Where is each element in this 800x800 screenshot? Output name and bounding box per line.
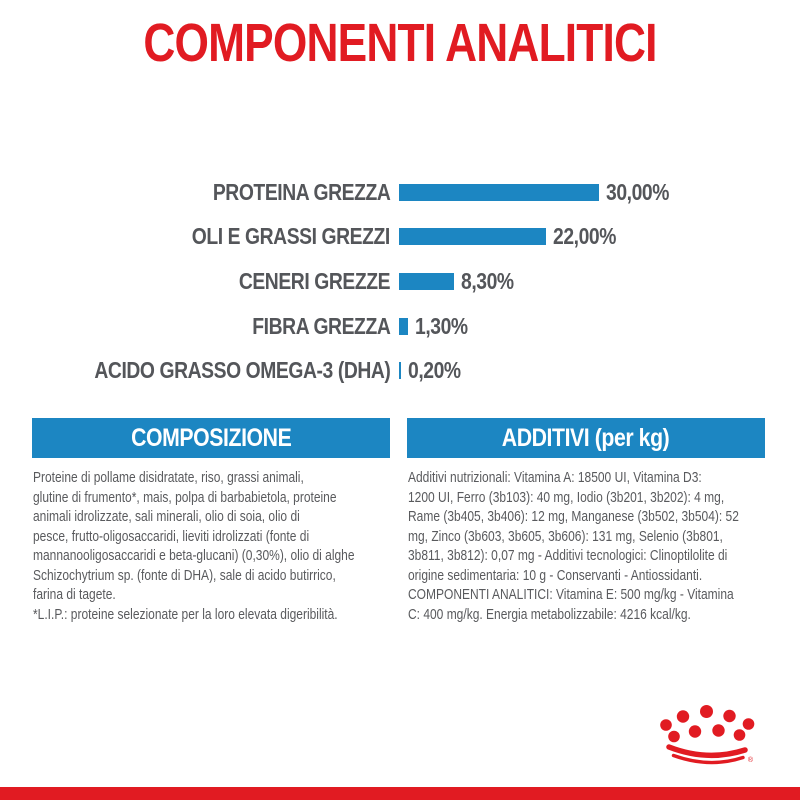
composition-header: COMPOSIZIONE (32, 418, 390, 458)
chart-value-label: 0,20% (408, 357, 461, 384)
additives-column: Additivi nutrizionali: Vitamina A: 18500… (408, 468, 768, 624)
chart-row: FIBRA GREZZA 1,30% (0, 304, 800, 349)
additives-header: ADDITIVI (per kg) (407, 418, 765, 458)
page-title: COMPONENTI ANALITICI (143, 13, 657, 73)
composition-footnote: *L.I.P.: proteine selezionate per la lor… (33, 605, 338, 623)
page-title-wrap: COMPONENTI ANALITICI (0, 14, 800, 72)
chart-value-label: 30,00% (606, 178, 670, 205)
chart-bar (399, 228, 546, 246)
chart-row: OLI E GRASSI GREZZI 22,00% (0, 215, 800, 260)
additives-header-label: ADDITIVI (per kg) (502, 423, 670, 452)
composition-column: Proteine di pollame disidratate, riso, g… (33, 468, 391, 624)
royal-canin-crown-logo-icon: ® (660, 705, 755, 765)
chart-bar (399, 183, 599, 201)
registered-trademark-icon: ® (748, 756, 754, 764)
additives-body-text: Additivi nutrizionali: Vitamina A: 18500… (408, 469, 739, 623)
chart-category-label: PROTEINA GREZZA (212, 178, 390, 205)
chart-row: CENERI GREZZE 8,30% (0, 259, 800, 304)
chart-row: ACIDO GRASSO OMEGA-3 (DHA) 0,20% (0, 348, 800, 393)
composition-body-text: Proteine di pollame disidratate, riso, g… (33, 469, 355, 603)
chart-bar (399, 362, 401, 380)
chart-row: PROTEINA GREZZA 30,00% (0, 170, 800, 215)
chart-category-label: ACIDO GRASSO OMEGA-3 (DHA) (93, 357, 390, 384)
chart-value-label: 1,30% (414, 312, 468, 339)
chart-category-label: OLI E GRASSI GREZZI (191, 223, 391, 250)
bar-chart: PROTEINA GREZZA 30,00% OLI E GRASSI GREZZI… (0, 170, 800, 393)
chart-bar (399, 272, 455, 290)
footer-red-bar (0, 787, 800, 800)
chart-value-label: 8,30% (461, 267, 515, 294)
composition-header-label: COMPOSIZIONE (130, 423, 292, 452)
chart-category-label: CENERI GREZZE (238, 267, 391, 294)
chart-bar (399, 317, 408, 335)
chart-value-label: 22,00% (552, 223, 616, 250)
chart-category-label: FIBRA GREZZA (251, 312, 390, 339)
